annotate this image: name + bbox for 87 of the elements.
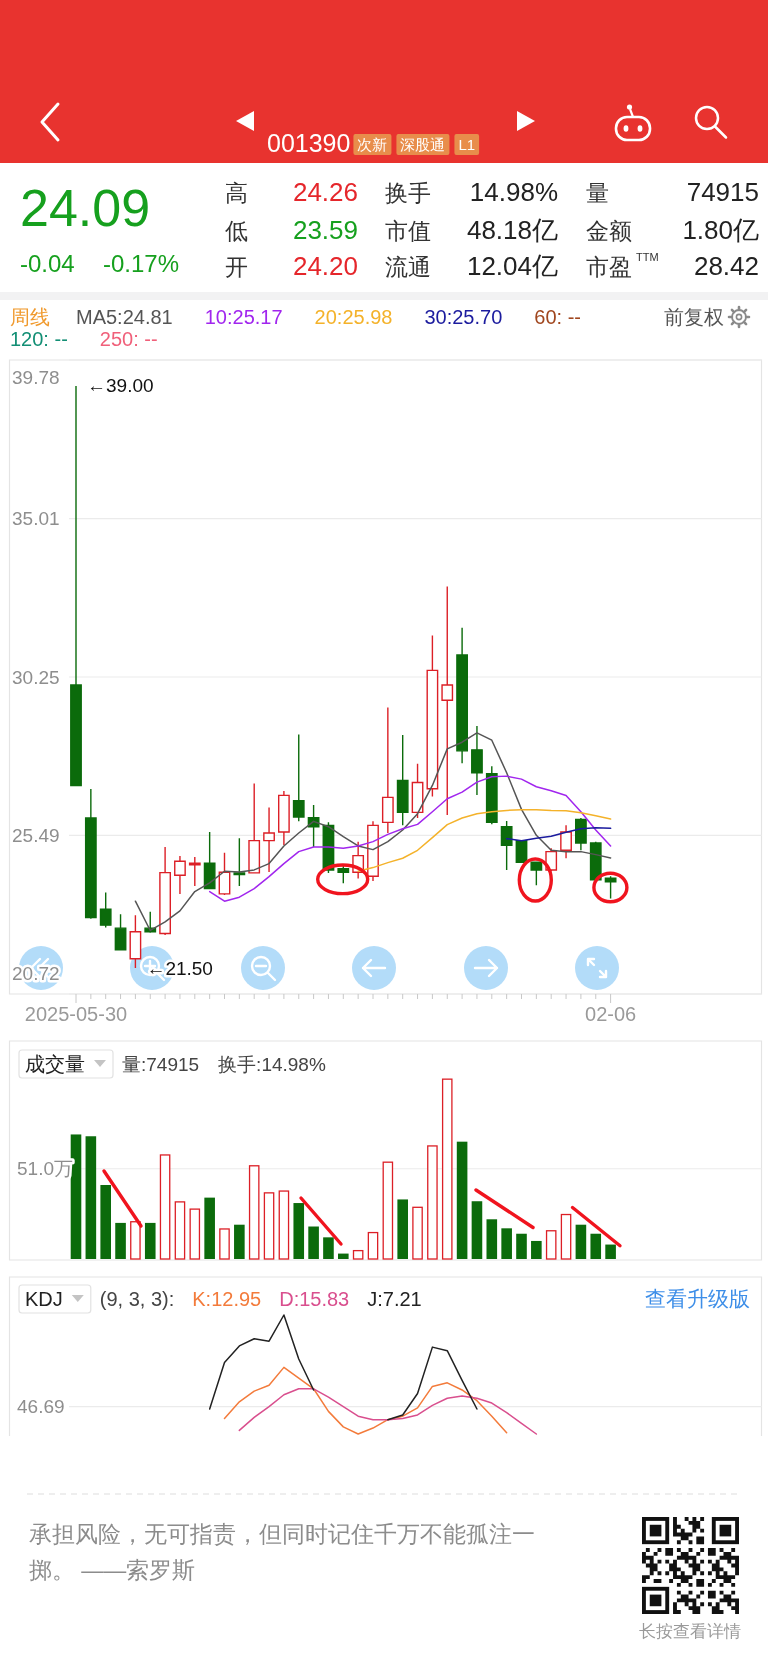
text: 前复权 — [664, 306, 724, 328]
bar — [545, 1230, 557, 1260]
text: 开 — [225, 254, 248, 280]
bar — [382, 1161, 394, 1260]
bar — [441, 1078, 453, 1260]
chart-title: KDJ — [25, 1288, 63, 1310]
text: 30:25.70 — [424, 306, 503, 328]
text: -0.17% — [103, 250, 180, 277]
bar — [412, 1206, 423, 1260]
text: 48.18亿 — [466, 215, 558, 245]
bar — [338, 1253, 349, 1259]
text: 20:25.98 — [314, 306, 393, 328]
bar — [516, 1233, 527, 1259]
text: D:15.83 — [279, 1288, 350, 1310]
bar — [115, 1222, 126, 1259]
bar — [456, 1141, 468, 1260]
text: 量:74915 — [122, 1054, 200, 1075]
series-label: J:7.21 — [367, 1288, 422, 1310]
text: 高 — [225, 180, 248, 206]
bar — [352, 1249, 364, 1260]
text: 换手:14.98% — [218, 1054, 326, 1075]
bar — [427, 1145, 438, 1260]
text: 查看升级版 — [645, 1287, 750, 1310]
x-tick-label: 02-06 — [585, 1003, 637, 1025]
bar — [144, 1222, 156, 1259]
bar — [204, 1197, 215, 1259]
bar — [531, 1240, 542, 1259]
x-tick-label: 2025-05-30 — [24, 1003, 128, 1025]
bar — [174, 1201, 186, 1260]
y-tick-label: 30.25 — [12, 666, 60, 688]
bar — [85, 1136, 97, 1259]
bar — [367, 1231, 379, 1260]
text: 1.80亿 — [682, 215, 759, 245]
bar — [605, 1244, 616, 1259]
chart-title: 周线 — [10, 306, 50, 328]
bar — [219, 1228, 230, 1260]
annotation: ←21.50 — [146, 957, 213, 979]
chart-subtitle: (9, 3, 3): — [99, 1288, 175, 1310]
text: 24.20 — [292, 251, 358, 281]
text: 量 — [586, 180, 609, 206]
text: 流通 — [385, 254, 431, 280]
bar — [159, 1154, 171, 1260]
y-tick-label: 39.78 — [12, 366, 60, 388]
text: 46.69 — [17, 1396, 65, 1418]
bar — [293, 1203, 305, 1259]
text: 承担风险，无可指责，但同时记住千万不能孤注一掷。 ——索罗斯 — [29, 1522, 535, 1583]
text: 10:25.17 — [204, 306, 283, 328]
text: 14.98% — [469, 177, 558, 207]
bar — [397, 1199, 408, 1260]
bar — [560, 1213, 572, 1260]
text: 换手 — [385, 180, 431, 206]
bar — [486, 1219, 498, 1259]
bar — [590, 1233, 602, 1259]
bar — [308, 1226, 319, 1259]
bar — [248, 1165, 260, 1260]
bar — [130, 1221, 141, 1260]
text: 24.09 — [20, 179, 151, 237]
text: -0.04 — [20, 250, 75, 277]
bar — [575, 1224, 587, 1259]
legend-label: 60: -- — [534, 306, 581, 328]
text: 市盈$^{TTM}$ — [586, 251, 659, 280]
y-tick-label: 35.01 — [12, 508, 60, 530]
y-tick-label: 25.49 — [12, 824, 60, 846]
text: 市值 — [385, 218, 431, 244]
text: 金额 — [586, 218, 632, 244]
bar — [471, 1201, 483, 1259]
legend-label: 120: -- — [10, 328, 68, 350]
annotation: ←39.00 — [87, 375, 154, 397]
text: K:12.95 — [192, 1288, 262, 1310]
text: 12.04亿 — [466, 251, 558, 281]
chart-title: 成交量 — [25, 1053, 85, 1075]
text: 001390 — [267, 129, 351, 157]
text: 74915 — [686, 177, 759, 207]
bar — [100, 1184, 111, 1259]
bar — [189, 1208, 201, 1260]
bar — [323, 1237, 334, 1259]
text: 低 — [225, 218, 248, 244]
text: 长按查看详情 — [639, 1622, 741, 1641]
bar — [263, 1192, 275, 1260]
text: MA5:24.81 — [76, 306, 173, 328]
bar — [234, 1224, 245, 1259]
text: 24.26 — [292, 177, 358, 207]
text: 23.59 — [292, 215, 358, 245]
legend-label: 250: -- — [99, 328, 158, 350]
text: 28.42 — [693, 251, 759, 281]
bar — [278, 1190, 290, 1260]
bar — [501, 1228, 512, 1259]
